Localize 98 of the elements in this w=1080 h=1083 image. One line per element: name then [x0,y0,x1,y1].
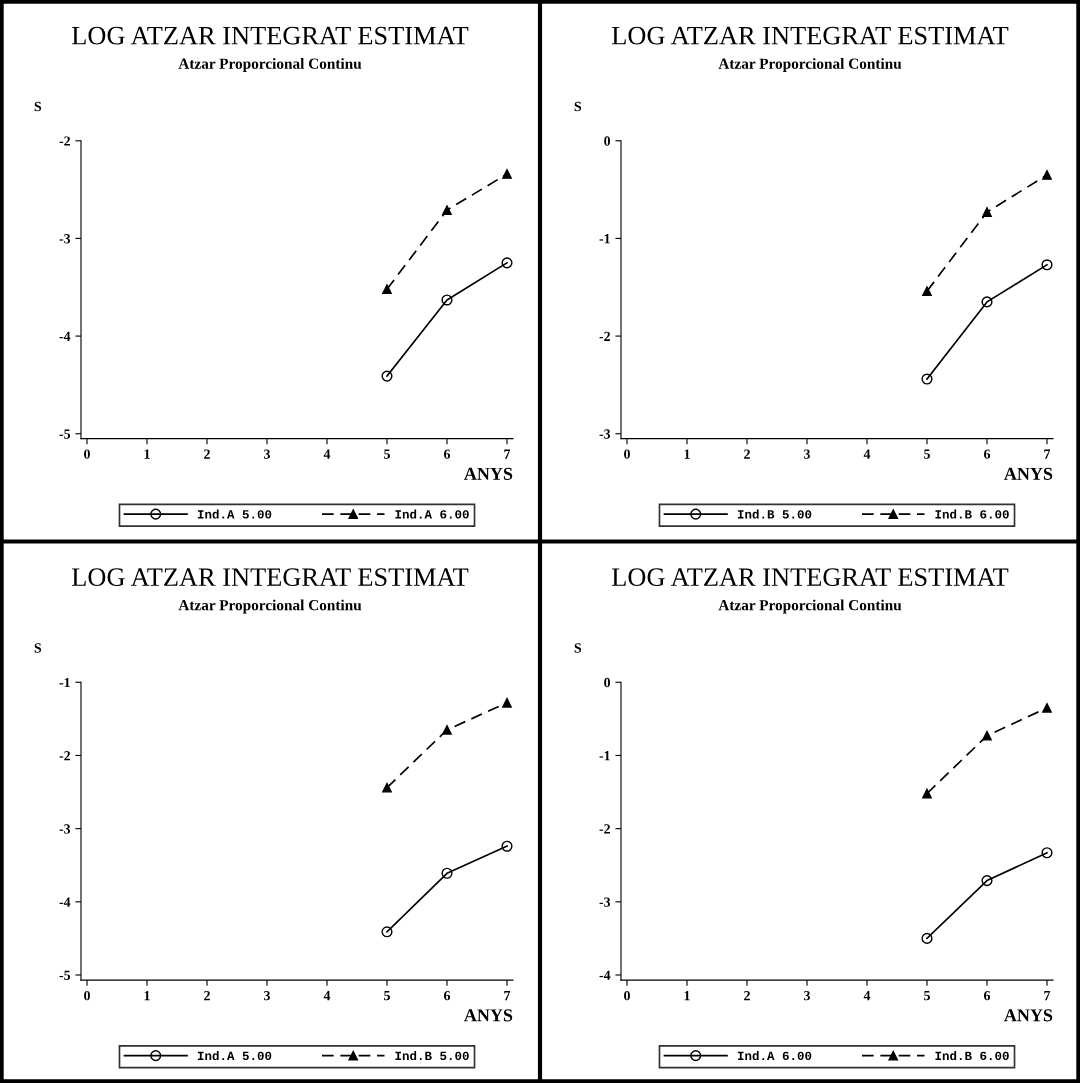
x-tick-label: 6 [444,990,451,1001]
legend-label: Ind.A 5.00 [197,509,272,519]
point [382,782,392,793]
point [381,370,393,382]
x-tick-label: 2 [744,449,750,459]
x-axis-title: ANYS [1004,467,1053,480]
x-tick-label: 3 [264,990,270,1001]
x-tick-label: 4 [863,991,871,1001]
x-tick-label: 3 [804,449,810,459]
chart-title: LOG ATZAR INTEGRAT ESTIMAT [72,26,469,45]
y-tick-label: -5 [59,970,71,980]
x-tick-label: 0 [84,990,90,1001]
point [922,788,932,799]
x-tick-label: 3 [804,990,810,1001]
x-tick-label: 0 [624,990,630,1001]
y-axis-title: S [574,643,582,653]
point [501,257,513,269]
x-axis-title: ANYS [464,467,513,480]
legend-label: Ind.B 5.00 [737,509,812,519]
x-tick-label: 6 [984,449,991,459]
y-tick-label: -3 [599,429,611,439]
point [982,207,992,217]
point [502,697,512,708]
y-tick-label: -2 [599,824,610,834]
y-tick-label: -3 [599,897,611,907]
x-tick-label: 0 [624,449,630,459]
chart-subtitle: Atzar Proporcional Continu [718,599,902,614]
chart-title: LOG ATZAR INTEGRAT ESTIMAT [612,26,1009,45]
point [441,867,453,879]
y-tick-label: -2 [59,136,70,146]
x-tick-label: 1 [144,449,150,459]
y-tick-label: 0 [604,136,611,146]
x-tick-label: 2 [204,990,210,1001]
x-tick-label: 0 [84,449,90,459]
point [981,296,993,308]
x-axis-title: ANYS [1004,1009,1053,1022]
y-tick-label: -3 [59,234,71,244]
y-tick-label: -4 [59,331,71,341]
x-tick-label: 1 [144,991,150,1001]
x-tick-label: 3 [264,449,270,459]
point [921,373,933,385]
x-tick-label: 1 [684,449,690,459]
x-tick-label: 4 [863,449,871,459]
point [441,294,453,306]
point [382,284,392,295]
point [442,724,452,735]
x-tick-label: 2 [204,449,210,459]
y-tick-label: -1 [599,751,610,761]
chart-subtitle: Atzar Proporcional Continu [178,599,362,614]
y-tick-label: -1 [59,677,70,688]
x-tick-label: 7 [1044,991,1051,1001]
point [381,926,393,938]
x-tick-label: 5 [924,991,930,1001]
x-tick-label: 7 [504,449,511,459]
y-tick-label: -3 [59,824,71,834]
x-tick-label: 2 [744,990,750,1001]
x-axis-title: ANYS [464,1009,513,1022]
legend-label: Ind.B 6.00 [935,509,1009,519]
point [1041,847,1053,859]
point [922,286,932,297]
x-tick-label: 7 [1044,449,1051,459]
point [1042,703,1052,713]
legend-label: Ind.B 6.00 [935,1050,1009,1061]
legend-label: Ind.A 6.00 [737,1050,812,1061]
x-tick-label: 5 [924,449,930,459]
x-tick-label: 1 [684,991,690,1001]
legend-label: Ind.B 5.00 [395,1050,469,1061]
y-axis-title: S [574,101,582,112]
chart-title: LOG ATZAR INTEGRAT ESTIMAT [72,568,469,587]
x-tick-label: 6 [444,449,451,459]
point [982,730,992,741]
y-axis-title: S [34,643,42,653]
y-axis-title: S [34,101,42,112]
x-tick-label: 6 [984,990,991,1001]
point [981,875,993,887]
x-tick-label: 4 [323,449,331,459]
x-tick-label: 5 [384,991,390,1001]
y-tick-label: -5 [59,429,71,439]
x-tick-label: 7 [504,991,511,1001]
y-tick-label: -1 [599,234,610,244]
point [1041,259,1053,271]
y-tick-label: 0 [604,677,611,688]
legend-label: Ind.A 6.00 [395,509,469,519]
y-tick-label: -4 [59,897,71,907]
point [502,169,512,179]
point [442,205,452,215]
point [501,840,513,852]
y-tick-label: -4 [599,970,611,980]
y-tick-label: -2 [59,751,70,761]
chart-subtitle: Atzar Proporcional Continu [178,58,362,72]
x-tick-label: 5 [384,449,390,459]
point [921,932,933,944]
point [1042,170,1052,180]
legend-label: Ind.A 5.00 [197,1050,272,1061]
chart-subtitle: Atzar Proporcional Continu [718,58,902,72]
y-tick-label: -2 [599,331,610,341]
x-tick-label: 4 [323,991,331,1001]
chart-title: LOG ATZAR INTEGRAT ESTIMAT [612,568,1009,587]
